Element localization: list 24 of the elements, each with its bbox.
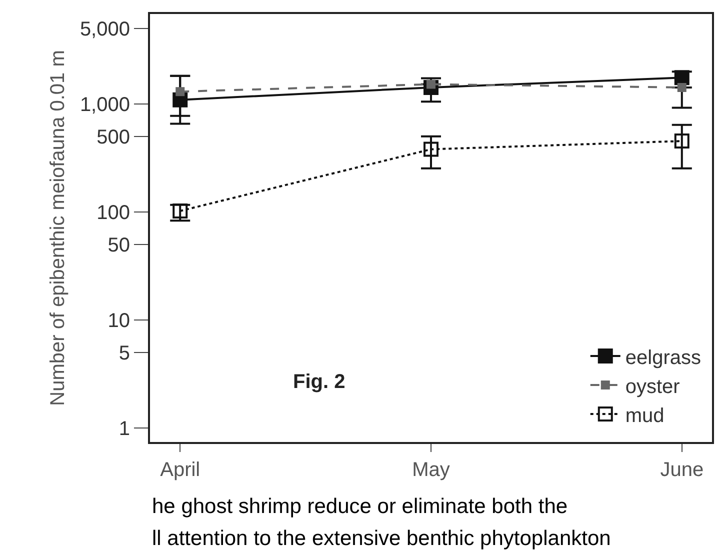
point xyxy=(424,142,438,157)
legend-label: oyster xyxy=(625,376,680,398)
y-tick-label: 5,000 xyxy=(80,18,130,40)
point xyxy=(674,70,690,86)
y-tick-label: 50 xyxy=(108,234,130,256)
point xyxy=(176,87,185,96)
legend-label: mud xyxy=(625,404,664,427)
y-tick-label: 10 xyxy=(108,310,130,332)
text: ll attention to the extensive benthic phytoplankton xyxy=(152,527,611,550)
point xyxy=(677,82,686,92)
annotation: Fig. 2 xyxy=(293,371,346,393)
legend-label: eelgrass xyxy=(625,346,701,369)
point xyxy=(172,203,188,218)
x-tick-label: April xyxy=(160,459,200,481)
y-tick-label: 100 xyxy=(96,202,130,224)
x-tick-label: June xyxy=(660,459,704,481)
text: he ghost shrimp reduce or eliminate both the xyxy=(152,495,568,518)
y-axis-title: Number of epibenthic meiofauna 0.01 m xyxy=(46,50,69,406)
y-tick-label: 1 xyxy=(118,418,130,440)
y-tick-label: 500 xyxy=(96,126,130,148)
point xyxy=(674,134,690,149)
y-tick-label: 1,000 xyxy=(80,94,130,116)
x-tick-label: May xyxy=(412,459,450,481)
y-tick-label: 5 xyxy=(118,342,130,364)
